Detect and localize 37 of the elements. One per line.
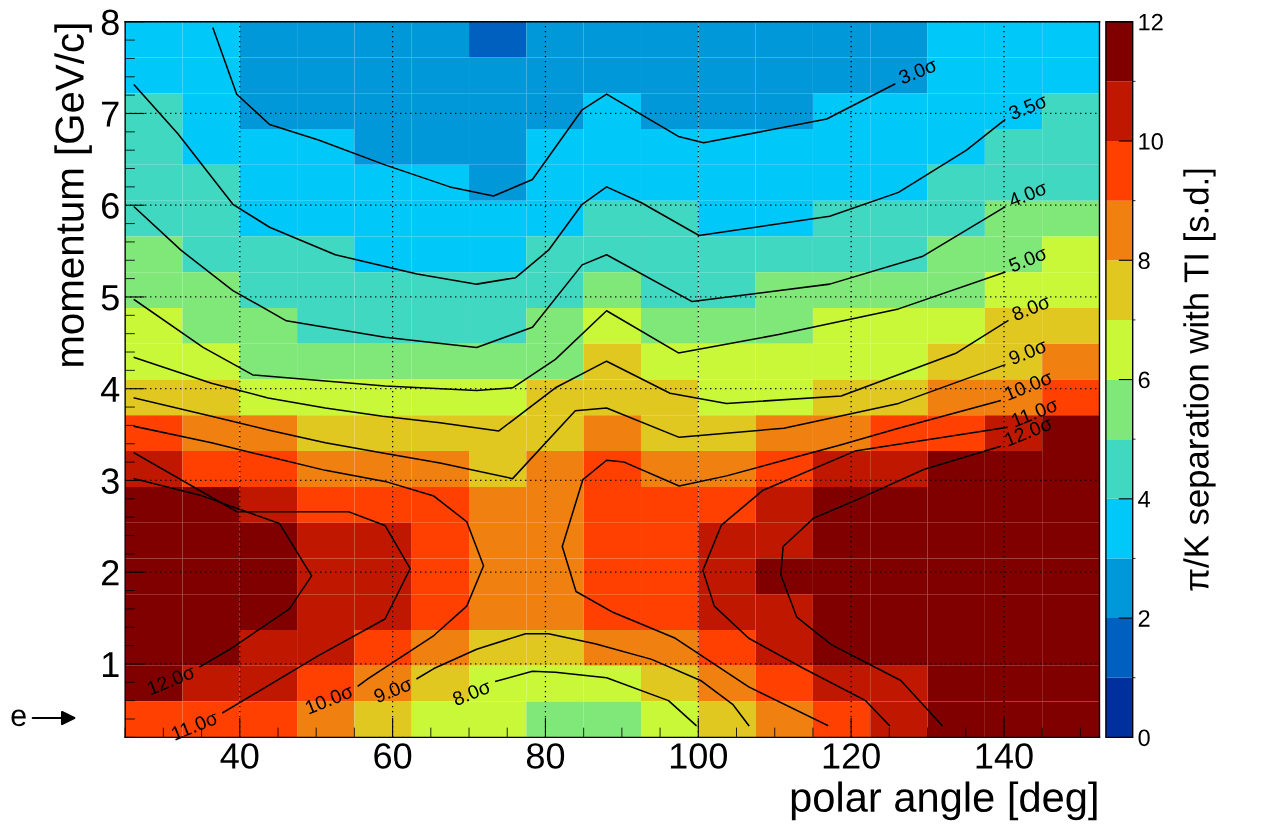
color-bar-label: 0 bbox=[1138, 729, 1150, 747]
y-tick-label: 8 bbox=[101, 9, 119, 36]
color-bar-label: 6 bbox=[1138, 371, 1150, 389]
y-tick-label: 4 bbox=[101, 376, 120, 402]
y-tick-label: 7 bbox=[102, 101, 119, 127]
text: 12.0σ bbox=[146, 664, 197, 696]
x-tick-label: 80 bbox=[526, 743, 565, 769]
text: 3.5σ bbox=[1007, 93, 1049, 121]
legend-label: 11.0σ bbox=[170, 710, 220, 741]
text: 9.0σ bbox=[372, 676, 414, 704]
color-bar-label: 12 bbox=[1139, 13, 1163, 31]
text: 4.0σ bbox=[1007, 180, 1049, 208]
y-axis-title: momentum [GeV/c] bbox=[54, 24, 92, 366]
text: 10.0σ bbox=[304, 683, 355, 715]
y-tick-label: 1 bbox=[102, 652, 119, 678]
text: 5.0σ bbox=[1007, 245, 1049, 273]
text: 8.0σ bbox=[1010, 294, 1052, 322]
color-bar-label: 10 bbox=[1139, 133, 1163, 150]
y-tick-label: 5 bbox=[101, 285, 119, 311]
x-axis-title: polar angle [deg] bbox=[791, 781, 1097, 821]
text: e bbox=[11, 709, 26, 727]
y-tick-label: 2 bbox=[102, 560, 119, 586]
x-tick-label: 140 bbox=[976, 743, 1033, 769]
x-tick-label: 40 bbox=[220, 743, 259, 769]
text: 9.0σ bbox=[1007, 338, 1049, 366]
color-bar-label: 2 bbox=[1138, 610, 1150, 627]
x-tick-label: 120 bbox=[823, 743, 880, 769]
y-tick-label: 6 bbox=[102, 193, 119, 219]
y-tick-label: 3 bbox=[101, 468, 119, 494]
color-bar-label: 4 bbox=[1138, 491, 1150, 508]
color-bar-title: π/K separation with TI [s.d.] bbox=[1183, 169, 1216, 591]
color-bar-label: 8 bbox=[1138, 252, 1150, 270]
text: 10.0σ bbox=[1003, 369, 1054, 401]
text: 8.0σ bbox=[451, 679, 492, 707]
x-tick-label: 60 bbox=[374, 743, 412, 769]
text: 3.0σ bbox=[897, 57, 939, 85]
x-tick-label: 100 bbox=[670, 743, 728, 769]
